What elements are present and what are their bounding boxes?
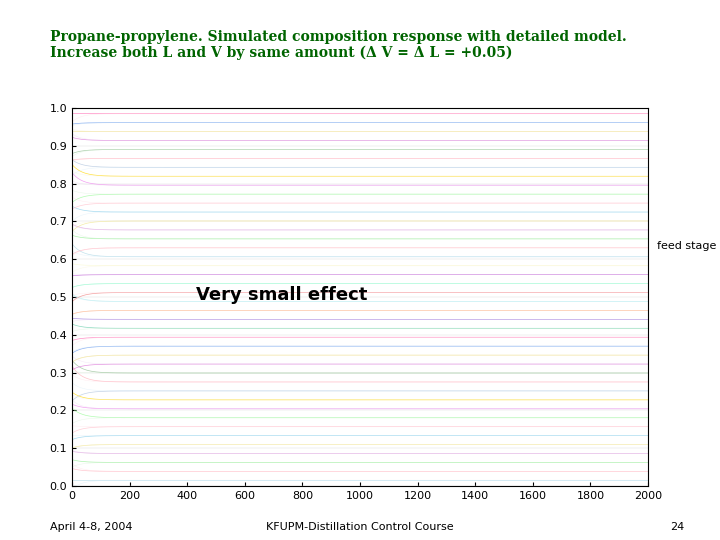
Text: KFUPM-Distillation Control Course: KFUPM-Distillation Control Course bbox=[266, 522, 454, 532]
Text: 24: 24 bbox=[670, 522, 684, 532]
Text: feed stage: feed stage bbox=[657, 241, 716, 251]
Text: April 4-8, 2004: April 4-8, 2004 bbox=[50, 522, 133, 532]
Text: Propane-propylene. Simulated composition response with detailed model.
Increase : Propane-propylene. Simulated composition… bbox=[50, 30, 627, 60]
Text: Very small effect: Very small effect bbox=[196, 286, 367, 304]
